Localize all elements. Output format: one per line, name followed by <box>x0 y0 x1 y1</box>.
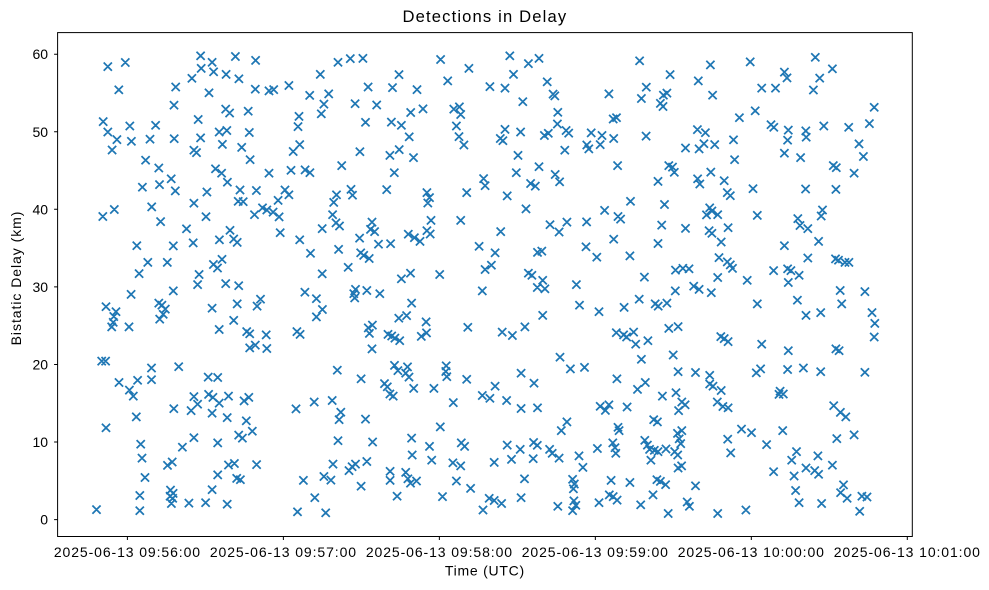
svg-text:Detections in Delay: Detections in Delay <box>402 7 567 26</box>
svg-text:2025-06-13 09:56:00: 2025-06-13 09:56:00 <box>54 544 201 560</box>
svg-text:60: 60 <box>33 46 49 62</box>
svg-text:2025-06-13 09:57:00: 2025-06-13 09:57:00 <box>210 544 357 560</box>
svg-text:2025-06-13 10:01:00: 2025-06-13 10:01:00 <box>834 544 981 560</box>
svg-text:Bistatic Delay (km): Bistatic Delay (km) <box>8 211 24 346</box>
svg-text:2025-06-13 09:59:00: 2025-06-13 09:59:00 <box>522 544 669 560</box>
svg-text:20: 20 <box>33 357 49 373</box>
svg-text:2025-06-13 10:00:00: 2025-06-13 10:00:00 <box>678 544 825 560</box>
svg-text:Time (UTC): Time (UTC) <box>445 563 525 579</box>
svg-text:50: 50 <box>33 124 49 140</box>
svg-text:0: 0 <box>40 512 48 528</box>
svg-text:2025-06-13 09:58:00: 2025-06-13 09:58:00 <box>366 544 513 560</box>
svg-text:30: 30 <box>33 279 49 295</box>
svg-text:40: 40 <box>33 201 49 217</box>
svg-text:10: 10 <box>33 434 49 450</box>
